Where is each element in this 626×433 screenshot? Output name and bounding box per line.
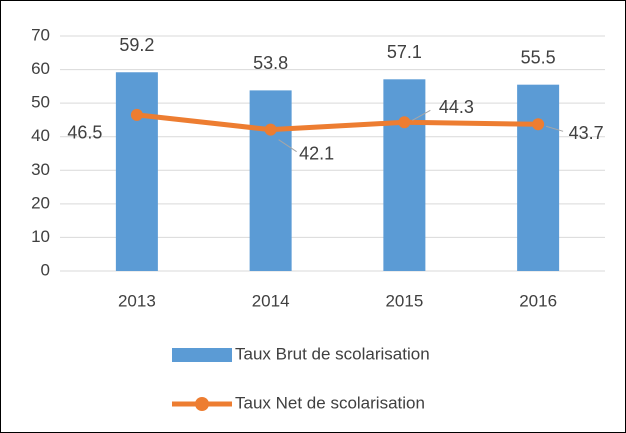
y-tick-label: 20: [31, 193, 50, 212]
leader-line: [278, 139, 297, 153]
bar: [517, 84, 560, 271]
data-label: 44.3: [439, 97, 474, 117]
legend-swatch: [172, 348, 232, 362]
legend-label: Taux Brut de scolarisation: [235, 344, 430, 363]
bar: [115, 72, 158, 271]
y-tick-label: 50: [31, 93, 50, 112]
leader-line: [545, 125, 564, 132]
y-tick-label: 40: [31, 126, 50, 145]
data-label: 59.2: [119, 35, 154, 55]
y-tick-label: 0: [41, 260, 50, 279]
data-label: 57.1: [387, 42, 422, 62]
data-label: 46.5: [67, 123, 102, 143]
y-tick-label: 70: [31, 25, 50, 44]
line-marker: [264, 123, 277, 136]
data-label: 55.5: [521, 47, 556, 67]
line-marker: [130, 108, 143, 121]
legend-marker: [195, 397, 209, 411]
bar: [383, 79, 426, 271]
data-label: 43.7: [569, 123, 604, 143]
x-tick-label: 2014: [252, 291, 290, 310]
line-marker: [532, 118, 545, 131]
data-label: 42.1: [299, 143, 334, 163]
bar: [249, 90, 292, 271]
x-tick-label: 2016: [519, 291, 557, 310]
data-label: 53.8: [253, 53, 288, 73]
x-tick-label: 2015: [385, 291, 423, 310]
legend-label: Taux Net de scolarisation: [235, 393, 425, 412]
y-tick-label: 60: [31, 59, 50, 78]
y-tick-label: 30: [31, 160, 50, 179]
leader-line: [412, 109, 431, 121]
x-tick-label: 2013: [118, 291, 156, 310]
y-tick-label: 10: [31, 227, 50, 246]
line-marker: [398, 116, 411, 129]
line: [136, 112, 539, 133]
